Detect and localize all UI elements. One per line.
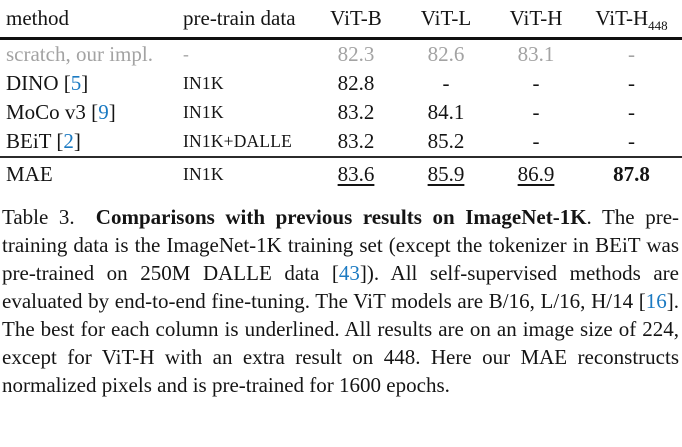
- results-table: method pre-train data ViT-B ViT-L ViT-H …: [0, 2, 682, 190]
- score-cell-vith: -: [532, 100, 540, 124]
- score-cell-vith448: 87.8: [581, 157, 682, 190]
- pretrain-cell: -: [183, 44, 190, 64]
- col-header-vitb: ViT-B: [330, 6, 382, 30]
- col-header-vitl: ViT-L: [420, 6, 472, 30]
- citation-link[interactable]: 43: [338, 261, 360, 285]
- table-row-scratch: scratch, our impl. - 82.3 82.6 83.1 -: [0, 39, 682, 70]
- score-cell-vitl: 85.2: [427, 129, 465, 153]
- score-cell-vitb: 83.6: [311, 157, 401, 190]
- citation-link[interactable]: 16: [645, 289, 667, 313]
- method-label: MAE: [6, 161, 53, 186]
- score-cell-vith448: -: [628, 129, 635, 153]
- method-cell: scratch, our impl.: [0, 39, 183, 70]
- method-label-bracket: ]: [81, 71, 89, 95]
- score-cell-vitb: 83.2: [337, 100, 375, 124]
- col-header-vith448-subscript: 448: [648, 18, 668, 34]
- caption-text: . The pre-training data is the ImageNet-…: [2, 205, 680, 285]
- table-row-beit: BEiT [2] IN1K+DALLE 83.2 85.2 - -: [0, 127, 682, 157]
- score-cell-vitb: 83.2: [337, 129, 375, 153]
- citation-link[interactable]: 2: [63, 129, 74, 153]
- table-row-mocov3: MoCo v3 [9] IN1K 83.2 84.1 - -: [0, 98, 682, 127]
- method-label: scratch, our impl.: [6, 42, 153, 66]
- method-label-bracket: ]: [73, 129, 81, 153]
- score-cell-vitl: 85.9: [401, 157, 491, 190]
- pretrain-cell: IN1K: [183, 102, 224, 122]
- method-cell: MoCo v3 [9]: [0, 98, 183, 127]
- method-cell: DINO [5]: [0, 69, 183, 98]
- caption-title: Comparisons with previous results on Ima…: [95, 205, 587, 229]
- col-header-vith448-text: ViT-H: [595, 6, 649, 30]
- score-cell-vith: 83.1: [517, 42, 555, 66]
- table-caption: Table 3. Comparisons with previous resul…: [0, 203, 682, 399]
- pretrain-cell: IN1K+DALLE: [183, 131, 293, 151]
- caption-label: Table 3.: [2, 205, 75, 229]
- col-header-method: method: [6, 6, 69, 30]
- header-row: method pre-train data ViT-B ViT-L ViT-H …: [0, 2, 682, 39]
- pretrain-cell: IN1K: [183, 73, 224, 93]
- col-header-vith448: ViT-H448: [581, 2, 682, 39]
- method-cell: MAE: [0, 157, 183, 190]
- score-cell-vith448: -: [628, 42, 635, 66]
- col-header-vith: ViT-H: [509, 6, 563, 30]
- best-score-underlined: 83.6: [337, 161, 375, 186]
- best-score-bold: 87.8: [613, 161, 650, 186]
- score-cell-vith448: -: [628, 100, 635, 124]
- score-cell-vith: -: [532, 71, 540, 95]
- score-cell-vith448: -: [628, 71, 635, 95]
- method-label-bracket: ]: [108, 100, 116, 124]
- table-row-mae: MAE IN1K 83.6 85.9 86.9 87.8: [0, 157, 682, 190]
- score-cell-vitl: 84.1: [427, 100, 465, 124]
- col-header-pretrain-data: pre-train data: [183, 6, 296, 30]
- method-label: BEiT [: [6, 129, 64, 153]
- best-score-underlined: 85.9: [427, 161, 465, 186]
- method-cell: BEiT [2]: [0, 127, 183, 157]
- score-cell-vith: -: [532, 129, 540, 153]
- citation-link[interactable]: 5: [70, 71, 82, 95]
- caption-text: ]). All self-supervised methods are eval…: [2, 261, 679, 313]
- best-score-underlined: 86.9: [517, 161, 555, 186]
- score-cell-vitl: -: [442, 71, 450, 95]
- method-label: DINO [: [6, 71, 71, 95]
- score-cell-vitb: 82.3: [337, 42, 375, 66]
- citation-link[interactable]: 9: [98, 100, 109, 124]
- caption-text: ]. The best for each column is underline…: [2, 289, 679, 397]
- method-label: MoCo v3 [: [6, 100, 99, 124]
- table-row-dino: DINO [5] IN1K 82.8 - - -: [0, 69, 682, 98]
- score-cell-vitb: 82.8: [337, 71, 375, 95]
- score-cell-vith: 86.9: [491, 157, 581, 190]
- score-cell-vitl: 82.6: [427, 42, 465, 66]
- pretrain-cell: IN1K: [183, 163, 224, 184]
